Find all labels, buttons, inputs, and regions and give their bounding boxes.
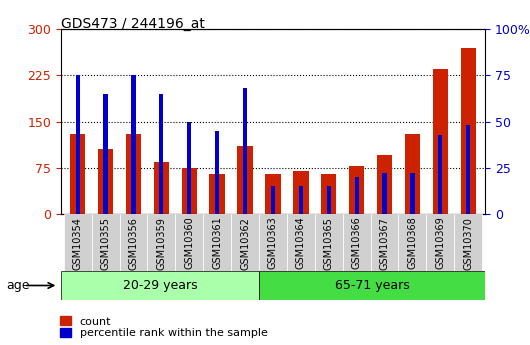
Text: GSM10359: GSM10359	[156, 217, 166, 270]
Bar	[355, 177, 359, 214]
Text: 20-29 years: 20-29 years	[122, 279, 197, 292]
Bar	[321, 174, 337, 214]
Text: GSM10361: GSM10361	[212, 217, 222, 269]
Bar	[103, 94, 108, 214]
Legend: count, percentile rank within the sample: count, percentile rank within the sample	[58, 315, 269, 339]
Bar	[215, 131, 219, 214]
Bar	[120, 214, 147, 271]
Bar	[466, 125, 470, 214]
Text: GSM10365: GSM10365	[324, 217, 334, 270]
Bar	[160, 94, 163, 214]
Bar	[266, 174, 280, 214]
Text: GSM10362: GSM10362	[240, 217, 250, 270]
Bar	[326, 186, 331, 214]
Bar	[410, 173, 414, 214]
Bar	[147, 214, 175, 271]
Bar	[92, 214, 120, 271]
Bar	[154, 161, 169, 214]
Text: GSM10364: GSM10364	[296, 217, 306, 269]
Bar	[343, 214, 370, 271]
Bar	[271, 186, 275, 214]
Bar	[61, 271, 259, 300]
Bar	[426, 214, 454, 271]
Text: GSM10355: GSM10355	[101, 217, 111, 270]
Bar	[383, 173, 386, 214]
Bar	[349, 166, 364, 214]
Bar	[175, 214, 203, 271]
Bar	[98, 149, 113, 214]
Bar	[432, 69, 448, 214]
Bar	[131, 76, 136, 214]
Text: GSM10367: GSM10367	[379, 217, 390, 270]
Bar	[182, 168, 197, 214]
Text: GSM10360: GSM10360	[184, 217, 195, 269]
Bar	[399, 214, 426, 271]
Bar	[259, 214, 287, 271]
Bar	[315, 214, 343, 271]
Bar	[370, 214, 399, 271]
Text: 65-71 years: 65-71 years	[334, 279, 409, 292]
Bar	[76, 76, 80, 214]
Bar	[187, 122, 191, 214]
Text: GSM10368: GSM10368	[408, 217, 418, 269]
Text: GSM10369: GSM10369	[435, 217, 445, 269]
Bar	[377, 156, 392, 214]
Bar	[454, 214, 482, 271]
Text: GSM10354: GSM10354	[73, 217, 83, 270]
Bar	[70, 134, 85, 214]
Bar	[293, 171, 308, 214]
Text: GSM10363: GSM10363	[268, 217, 278, 269]
Bar	[243, 88, 247, 214]
Bar	[64, 214, 92, 271]
Bar	[461, 48, 476, 214]
Bar	[299, 186, 303, 214]
Bar	[209, 174, 225, 214]
Bar	[126, 134, 141, 214]
Bar	[405, 134, 420, 214]
Bar	[287, 214, 315, 271]
Text: GSM10370: GSM10370	[463, 217, 473, 270]
Text: GSM10356: GSM10356	[128, 217, 138, 270]
Bar	[203, 214, 231, 271]
Bar	[438, 135, 443, 214]
Text: GSM10366: GSM10366	[351, 217, 361, 269]
Text: GDS473 / 244196_at: GDS473 / 244196_at	[61, 17, 205, 31]
Text: age: age	[6, 279, 30, 292]
Bar	[231, 214, 259, 271]
Bar	[237, 146, 253, 214]
Bar	[259, 271, 485, 300]
